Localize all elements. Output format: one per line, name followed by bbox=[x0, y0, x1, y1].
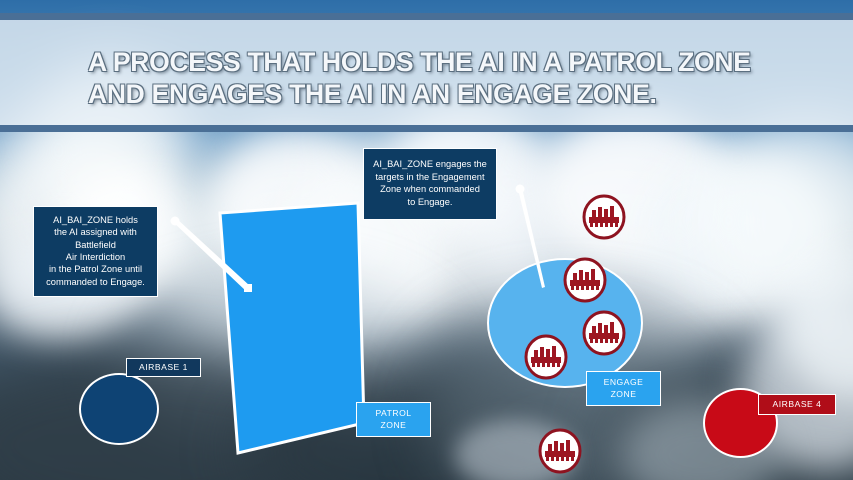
factory-target-icon[interactable] bbox=[582, 194, 626, 240]
factory-target-icon[interactable] bbox=[538, 428, 582, 474]
page-title: A PROCESS THAT HOLDS THE AI IN A PATROL … bbox=[88, 47, 751, 110]
label-engage-zone[interactable]: ENGAGE ZONE bbox=[586, 371, 661, 406]
header-rule-bottom bbox=[0, 125, 853, 132]
callout-box-patrol: AI_BAI_ZONE holds the AI assigned with B… bbox=[33, 206, 158, 298]
factory-target-icon[interactable] bbox=[582, 310, 626, 356]
label-airbase-4[interactable]: AIRBASE 4 bbox=[758, 394, 836, 415]
patrol-zone-shape[interactable] bbox=[206, 201, 371, 459]
label-airbase-1[interactable]: AIRBASE 1 bbox=[126, 358, 201, 377]
header-rule-top bbox=[0, 13, 853, 20]
header-band: A PROCESS THAT HOLDS THE AI IN A PATROL … bbox=[0, 20, 853, 125]
factory-target-icon[interactable] bbox=[524, 334, 568, 380]
factory-target-icon[interactable] bbox=[563, 257, 607, 303]
label-patrol-zone[interactable]: PATROL ZONE bbox=[356, 402, 431, 437]
callout-box-engage: AI_BAI_ZONE engages the targets in the E… bbox=[363, 148, 497, 220]
airbase-1-shape[interactable] bbox=[79, 373, 159, 445]
